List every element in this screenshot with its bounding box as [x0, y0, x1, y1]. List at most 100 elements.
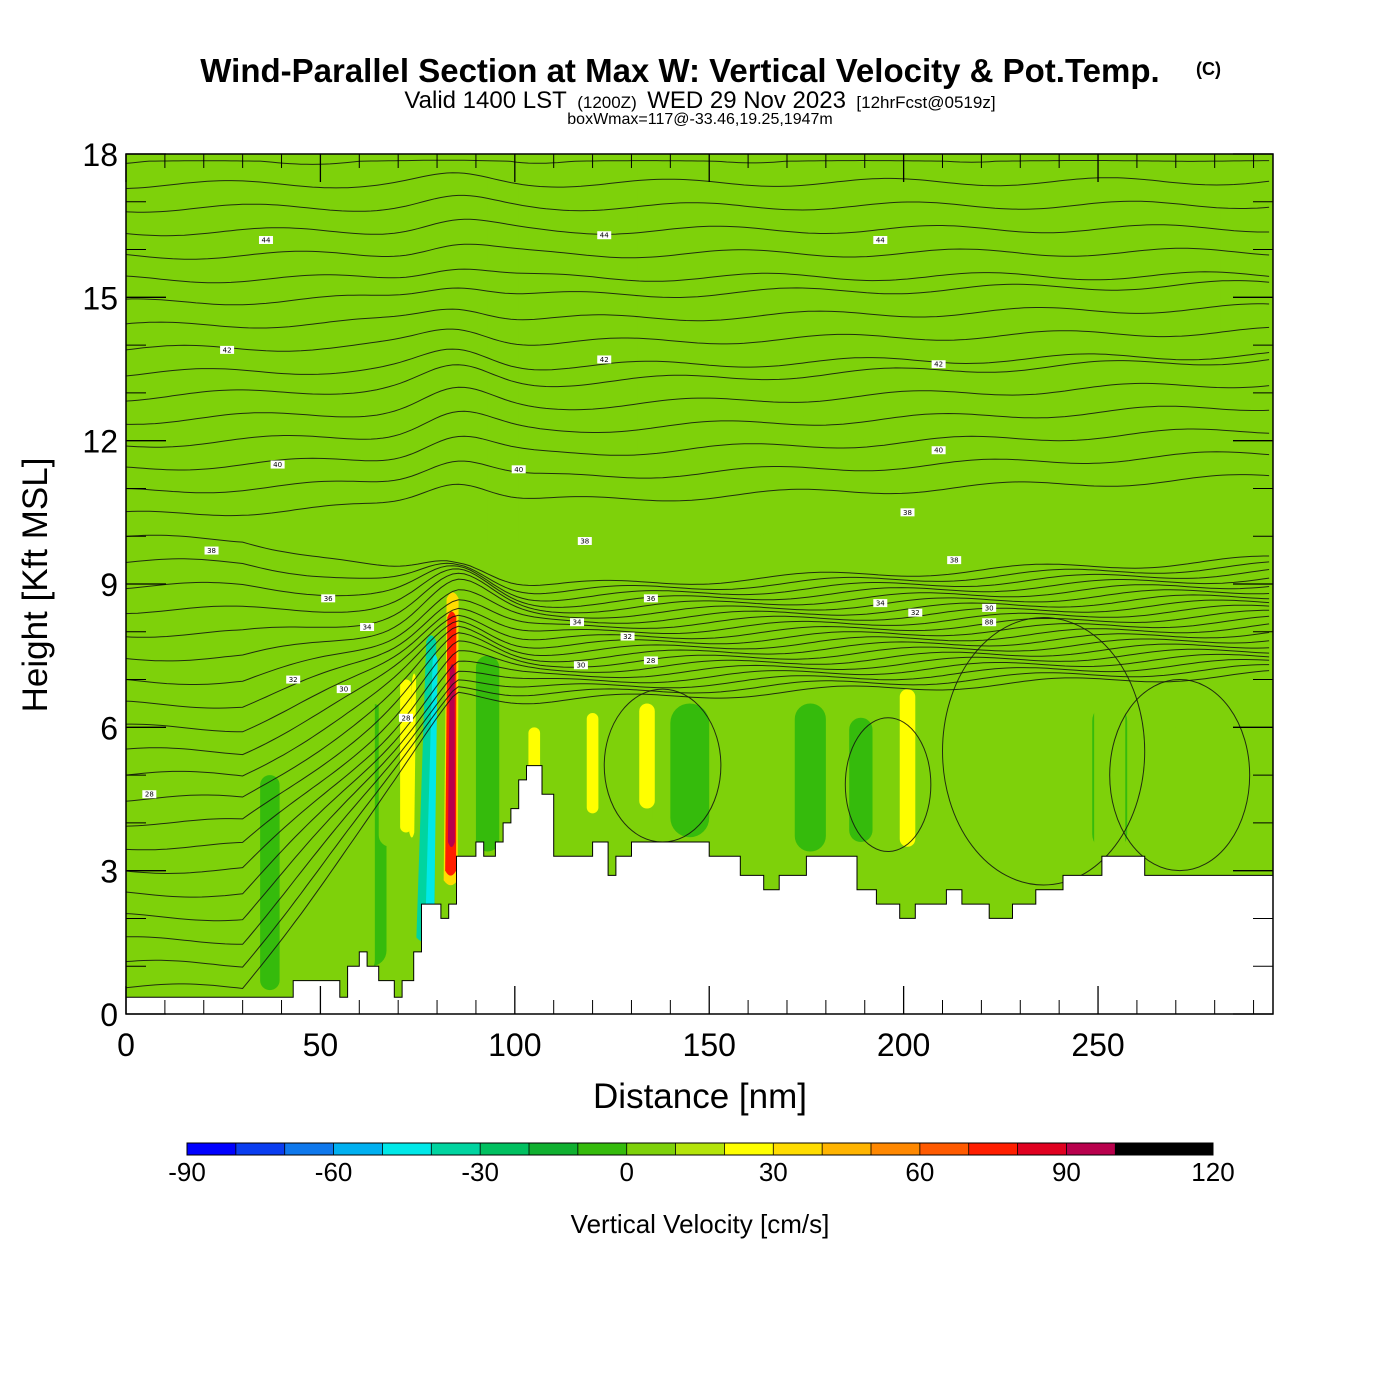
contour-label-bg [873, 599, 888, 608]
chart-title: Wind-Parallel Section at Max W: Vertical… [200, 52, 1159, 89]
contour-label-bg [577, 537, 592, 545]
contour-label-text: 28 [646, 657, 655, 665]
contour-label: 40 [511, 465, 526, 474]
contour-label-bg [597, 231, 612, 240]
valid-utc: (1200Z) [577, 93, 637, 112]
contour-label-text: 38 [903, 509, 912, 517]
contour-label: 34 [873, 599, 888, 608]
isentrope-line [126, 326, 1270, 352]
colorbar-swatch [480, 1143, 530, 1155]
isentrope-line [126, 218, 1270, 237]
downdraft-band [260, 775, 280, 991]
updraft-band [1035, 631, 1067, 862]
isentrope-line [126, 428, 1270, 471]
contour-label: 40 [270, 460, 285, 469]
y-axis-label: Height [Kft MSL] [16, 458, 55, 713]
isentrope-line [126, 643, 1270, 875]
colorbar-tick-label: 30 [759, 1157, 788, 1187]
contour-label-bg [597, 355, 612, 364]
x-tick-label: 100 [488, 1027, 541, 1063]
contour-label-bg [931, 360, 946, 369]
contour-label-bg [204, 546, 219, 555]
contour-label-text: 88 [985, 619, 994, 627]
contour-label-bg [573, 661, 588, 670]
isentrope-loop [942, 616, 1146, 886]
isentrope-line [126, 604, 1270, 733]
contour-label: 38 [900, 508, 915, 517]
isentrope-line [126, 159, 1270, 165]
contour-label: 32 [908, 608, 923, 617]
downdraft-band [670, 703, 710, 838]
isentrope-line [126, 568, 1270, 615]
contour-labels: 44 44 44 42 42 42 40 40 40 38 38 38 38 36 36 34 34 32 30 88… [142, 231, 997, 799]
colorbar-tick-label: 0 [619, 1157, 633, 1187]
isentrope-line [126, 451, 1270, 494]
contour-label: 42 [597, 355, 612, 364]
isentrope-line [126, 589, 1270, 685]
colorbar-tick-label: 60 [905, 1157, 934, 1187]
updraft-band [736, 154, 776, 537]
contour-label-text: 36 [324, 595, 333, 603]
colorbar-swatch [675, 1143, 725, 1155]
colorbar-swatch [382, 1143, 432, 1155]
strong-updraft [899, 689, 916, 847]
contour-label-text: 32 [623, 633, 632, 641]
downdraft-band [475, 655, 500, 852]
isentrope-line [126, 623, 1270, 802]
contour-label-text: 36 [646, 595, 655, 603]
contour-label-bg [511, 465, 526, 474]
contour-label: 42 [931, 360, 946, 369]
y-tick-label: 6 [100, 710, 118, 746]
isentrope-line [126, 572, 1270, 638]
colorbar-swatch [919, 1143, 970, 1155]
updraft-band [923, 154, 939, 346]
updraft-band [1220, 201, 1233, 346]
contour-label: 30 [573, 661, 588, 670]
plot-area: 44 44 44 42 42 42 40 40 40 38 38 38 38 36 36 34 34 32 30 88… [126, 154, 1273, 1014]
y-tick-label: 9 [100, 567, 118, 603]
updraft-band [837, 154, 877, 441]
colorbar-swatch [968, 1143, 1019, 1155]
updraft-band [487, 154, 519, 561]
colorbar: -90 -60 -30 0 30 60 90 120 [168, 1142, 1235, 1187]
isentrope-line [126, 664, 1270, 968]
colorbar-swatch [235, 1143, 286, 1155]
forecast-info: [12hrFcst@0519z] [856, 93, 995, 112]
contour-label: 32 [620, 632, 635, 641]
colorbar-swatch [577, 1143, 628, 1155]
updraft-band [421, 440, 438, 632]
contour-label-bg [270, 460, 285, 469]
contour-label: 42 [220, 345, 235, 354]
contour-label: 30 [336, 685, 351, 694]
contour-label-bg [321, 594, 336, 603]
y-tick-label: 0 [100, 997, 118, 1033]
isentrope-line [126, 558, 1270, 595]
contour-label-text: 40 [273, 461, 282, 469]
updraft-band [547, 607, 568, 847]
contour-label-bg [900, 508, 915, 517]
isentrope-line [126, 599, 1270, 709]
isentrope-line [126, 653, 1270, 922]
contour-label: 36 [321, 594, 336, 603]
isentrope-line [126, 268, 1270, 284]
downdraft-band [849, 717, 873, 842]
isentrope-line [126, 172, 1270, 189]
contour-label-text: 34 [363, 624, 372, 632]
contour-label-text: 30 [576, 662, 585, 670]
colorbar-swatch [626, 1143, 677, 1155]
x-tick-label: 200 [877, 1027, 930, 1063]
contour-label-text: 30 [985, 604, 994, 612]
colorbar-swatch [333, 1143, 383, 1155]
contour-label-text: 32 [289, 676, 298, 684]
updraft-band [343, 574, 375, 976]
contour-label-text: 28 [145, 791, 154, 799]
x-tick-label: 250 [1071, 1027, 1124, 1063]
contour-label: 44 [873, 236, 888, 245]
y-tick-label: 3 [100, 854, 118, 890]
contour-label: 34 [360, 623, 375, 632]
wave-updraft-west [409, 673, 417, 838]
isentrope-line [126, 659, 1270, 945]
isentrope-line [126, 565, 1270, 602]
isentrope-line [126, 632, 1270, 827]
contour-label: 28 [398, 713, 413, 722]
